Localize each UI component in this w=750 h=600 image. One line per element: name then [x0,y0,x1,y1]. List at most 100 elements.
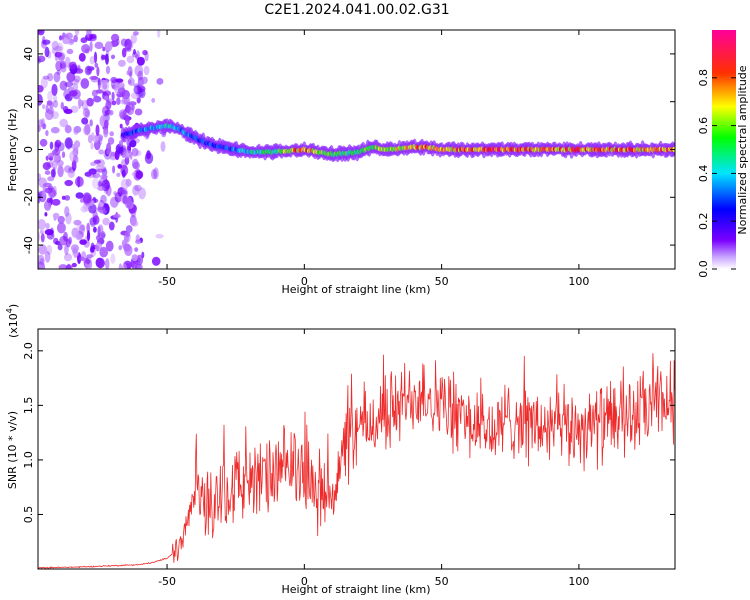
noise-blob [119,99,128,105]
noise-blob [49,227,54,236]
noise-blob [53,45,63,52]
noise-blob [67,169,75,178]
noise-blob [91,89,98,98]
noise-blob [39,229,44,234]
noise-blob [84,123,91,135]
noise-blob [52,212,60,219]
y-tick-label: -20 [22,188,35,206]
svg-text:(x104): (x104) [5,304,20,338]
x-tick-label: -50 [158,575,176,588]
noise-blob [95,242,103,251]
noise-blob [51,83,58,96]
noise-blob [93,51,98,64]
noise-blob [64,125,72,134]
colorbar-tick-label: 0.2 [697,212,710,230]
noise-blob [110,76,118,84]
noise-blob [65,32,73,40]
noise-blob [126,106,134,116]
noise-blob [96,257,105,269]
noise-blob [80,205,88,213]
noise-blob [38,93,43,106]
noise-blob [97,186,105,191]
noise-blob [81,44,90,54]
noise-blob [80,78,90,89]
noise-blob [54,52,63,58]
noise-blob [67,86,75,91]
colorbar-label: Normalized spectral amplitude [736,65,749,234]
noise-blob [104,95,109,101]
noise-blob [128,101,137,106]
noise-blob [111,91,115,101]
colorbar-tick-label: 0.6 [697,117,710,135]
noise-blob [121,95,131,105]
noise-blob [47,73,54,82]
noise-blob [59,80,68,91]
noise-blob [157,30,161,38]
noise-blob [94,62,99,68]
noise-blob [151,169,158,180]
noise-blob [151,256,161,266]
y-tick-label: 0.5 [22,506,35,524]
noise-blob [65,264,73,269]
noise-blob [97,77,101,90]
noise-blob [47,152,55,159]
colorbar-gradient [712,30,736,269]
noise-blob [114,150,120,161]
noise-blob [64,137,73,149]
noise-blob [38,173,42,181]
noise-blob [71,159,77,172]
noise-blob [44,212,48,217]
noise-blob [107,137,115,145]
noise-blob [92,215,100,225]
noise-blob [85,109,90,119]
noise-blob [42,162,51,171]
noise-blob [99,174,108,180]
noise-blob [67,39,75,46]
noise-blob [92,177,100,189]
noise-blob [125,178,132,187]
noise-blob [105,240,114,252]
noise-blob [132,185,140,196]
noise-blob [72,82,79,92]
noise-blob [102,105,110,117]
noise-blob [80,37,88,44]
noise-blob [43,200,52,211]
noise-blob [93,159,101,164]
noise-blob [50,126,60,134]
noise-blob [129,139,137,148]
y-tick-label: 0 [22,146,35,153]
noise-blob [111,100,117,106]
noise-blob [42,123,47,130]
noise-blob [86,254,93,259]
noise-blob [131,220,139,227]
noise-blob [108,221,115,231]
x-tick-label: 50 [435,275,449,288]
noise-blob [51,40,59,51]
noise-blob [117,164,122,169]
noise-blob [99,209,107,215]
noise-blob [80,224,86,232]
noise-blob [110,253,116,264]
noise-blob [87,66,95,71]
y-tick-label: 40 [22,47,35,61]
noise-blob [58,264,68,269]
noise-blob [47,185,54,191]
noise-blob [63,89,71,100]
noise-blob [79,239,87,245]
noise-blob [42,35,46,46]
noise-blob [151,98,156,103]
noise-blob [39,138,48,147]
noise-blob [66,71,76,83]
noise-blob [61,195,66,200]
noise-blob [113,191,117,196]
noise-blob [42,104,46,110]
noise-blob [142,49,148,56]
noise-blob [40,233,45,243]
noise-blob [131,158,139,169]
noise-blob [57,165,64,178]
noise-blob [38,125,41,132]
spectrogram-panel: -50 0 50 100 -40 -20 0 20 40 Height of straight … [6,29,676,296]
noise-blob [73,34,78,43]
noise-blob [78,97,82,110]
colorbar-tick-label: 0.4 [697,165,710,183]
